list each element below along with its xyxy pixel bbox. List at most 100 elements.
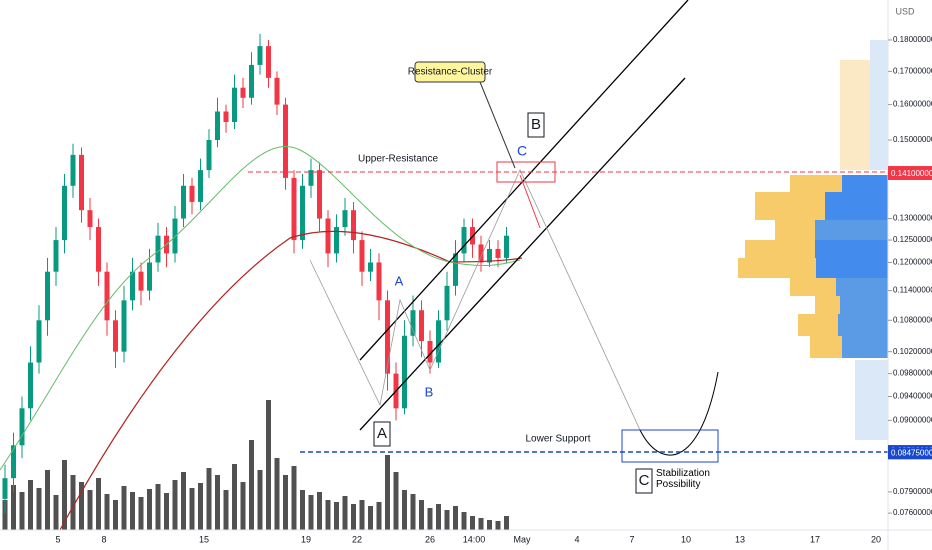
volume-bar <box>189 488 195 530</box>
volume-bar <box>436 504 441 530</box>
candle-body <box>62 185 67 241</box>
volume-bar <box>232 464 237 530</box>
x-tick-label: 20 <box>871 534 881 544</box>
candle-body <box>138 271 144 291</box>
candle-body <box>28 362 33 409</box>
candle-body <box>87 210 93 228</box>
candle-body <box>461 227 467 254</box>
y-tick-label: 0.15000000 <box>893 135 932 144</box>
candle-body <box>206 140 212 171</box>
candle-body <box>436 320 441 363</box>
candle-body <box>121 300 127 352</box>
candle-body <box>198 170 203 202</box>
candle-body <box>181 185 186 219</box>
volume-bar <box>334 502 339 530</box>
x-tick-label: May <box>513 534 531 544</box>
volume-bar <box>385 455 390 530</box>
y-tick-label: 0.09800000 <box>893 369 932 378</box>
candle-body <box>453 253 458 286</box>
volume-bar <box>274 458 280 530</box>
volume-bar <box>11 485 16 530</box>
candle-body <box>325 218 331 254</box>
candle-body <box>504 235 509 258</box>
currency: USD <box>895 6 915 16</box>
volume-bar <box>130 492 135 530</box>
candle-body <box>189 185 195 202</box>
volume-bar <box>325 500 331 530</box>
annotation: A <box>377 425 387 442</box>
candle-body <box>359 240 365 272</box>
candle-body <box>274 77 280 105</box>
volume-bar <box>206 468 212 530</box>
volume-bar <box>410 494 416 530</box>
cluster-box <box>496 161 556 183</box>
y-tick-label: 0.09000000 <box>893 415 932 424</box>
volume-bar <box>495 521 501 530</box>
x-tick-label: 10 <box>681 534 691 544</box>
volume-profile <box>738 40 888 440</box>
price-label: 0.08475000 <box>891 448 932 457</box>
price-tag <box>888 447 932 460</box>
candle-body <box>53 240 59 272</box>
volume-bar <box>283 475 288 530</box>
x-tick-label: 8 <box>101 534 106 544</box>
volume-bar <box>249 440 254 530</box>
candle-body <box>291 177 297 241</box>
candle-body <box>495 248 501 258</box>
x-tick-label: 15 <box>199 534 209 544</box>
channel <box>359 0 689 431</box>
candle-body <box>2 478 8 499</box>
volume-bar <box>351 504 356 530</box>
x-tick-label: 14:00 <box>463 534 486 544</box>
ma-red <box>59 230 523 531</box>
candle-body <box>215 111 220 141</box>
y-tick-label: 0.07600000 <box>893 508 932 517</box>
volume-bar <box>376 502 382 530</box>
volume-bar <box>181 472 186 530</box>
volume-bar <box>2 500 8 530</box>
volume-bar <box>470 516 475 530</box>
candle-body <box>104 271 110 321</box>
annotation: Lower Support <box>525 434 590 445</box>
volume-bar <box>36 488 42 530</box>
candle-body <box>385 300 390 374</box>
y-tick-label: 0.12500000 <box>893 235 932 244</box>
candle-body <box>334 227 339 254</box>
candle-body <box>155 235 161 263</box>
volume-bar <box>453 506 458 530</box>
candle-body <box>444 285 450 321</box>
candle-body <box>130 271 135 301</box>
volume-bar <box>266 400 271 530</box>
y-tick-label: 0.16000000 <box>893 100 932 109</box>
volume-bar <box>70 475 76 530</box>
annotation: C <box>517 143 527 159</box>
volume-bar <box>96 478 101 530</box>
annotation: A <box>395 273 404 288</box>
volume-bar <box>444 510 450 530</box>
volume-bar <box>461 512 467 530</box>
candle-body <box>402 335 407 409</box>
volume-bar <box>393 472 399 530</box>
candle-body <box>410 310 416 336</box>
volume-bar <box>300 490 305 530</box>
candle-body <box>317 170 322 219</box>
volume-bar <box>113 500 118 530</box>
candle-body <box>79 154 84 211</box>
annotation: B <box>531 116 541 133</box>
volume-bar <box>138 497 144 530</box>
x-tick-label: 13 <box>735 534 745 544</box>
volume-bar <box>240 482 246 530</box>
arrow-down <box>519 174 541 229</box>
annotation: B <box>425 384 434 399</box>
candle-body <box>19 408 25 446</box>
candle-body <box>45 271 50 321</box>
volume-bar <box>198 483 203 530</box>
candle-body <box>351 210 356 241</box>
volume-bar <box>215 475 220 530</box>
label-box <box>373 421 391 447</box>
candle-body <box>223 111 229 123</box>
candle-body <box>427 341 433 363</box>
volume-bar <box>28 480 33 530</box>
y-tick-label: 0.09400000 <box>893 392 932 401</box>
